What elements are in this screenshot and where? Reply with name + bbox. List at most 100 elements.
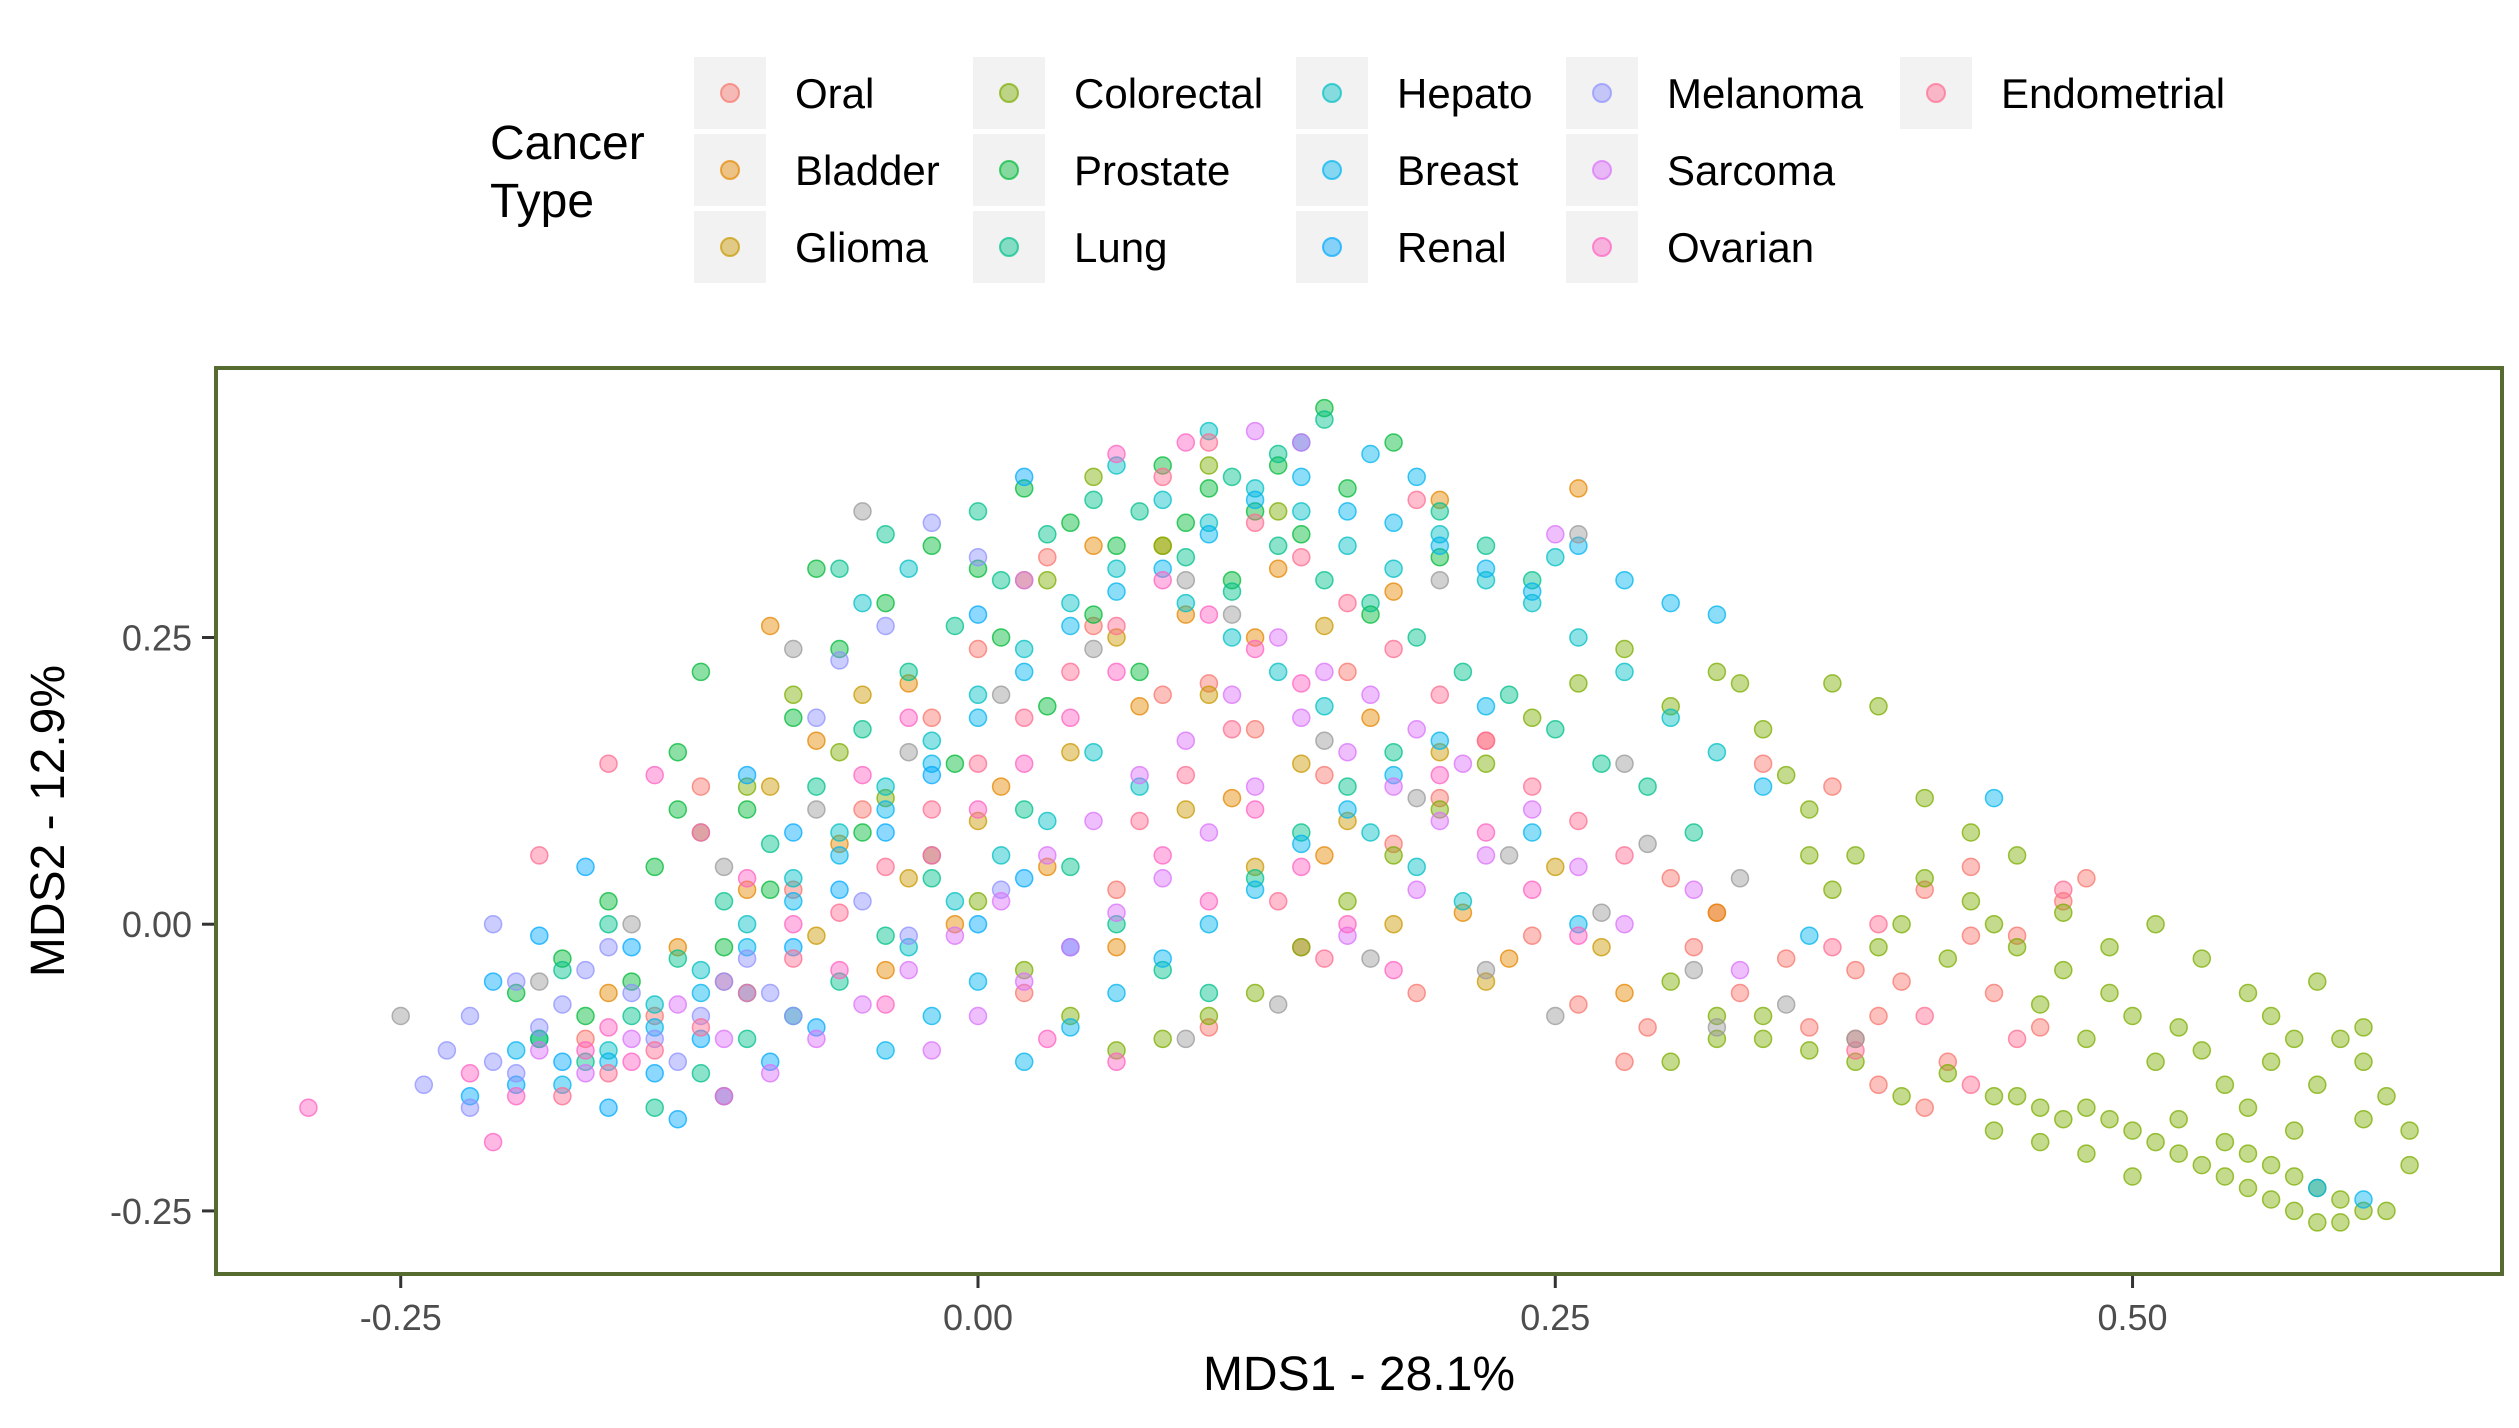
data-point bbox=[1130, 811, 1149, 831]
data-point bbox=[1453, 754, 1473, 773]
data-point bbox=[1153, 467, 1172, 487]
data-point bbox=[1707, 1018, 1727, 1037]
data-point bbox=[737, 983, 757, 1003]
data-point bbox=[1384, 559, 1403, 578]
data-point bbox=[1684, 937, 1704, 957]
data-point bbox=[668, 800, 688, 819]
data-point bbox=[1407, 857, 1426, 877]
data-point bbox=[714, 892, 734, 911]
data-point bbox=[853, 892, 872, 911]
data-point bbox=[1338, 914, 1357, 934]
data-point bbox=[460, 1098, 480, 1117]
data-point bbox=[1176, 547, 1196, 567]
data-point bbox=[1222, 605, 1242, 624]
data-point bbox=[1338, 800, 1357, 819]
data-point bbox=[622, 983, 641, 1003]
data-point bbox=[2192, 949, 2212, 968]
data-point bbox=[2331, 1029, 2350, 1049]
data-point bbox=[2007, 937, 2027, 957]
data-point bbox=[1084, 639, 1103, 659]
data-point bbox=[1869, 937, 1888, 957]
data-point bbox=[1315, 949, 1334, 968]
data-point bbox=[2146, 914, 2165, 934]
data-point bbox=[1776, 949, 1796, 968]
data-point bbox=[899, 742, 918, 762]
data-point bbox=[1176, 765, 1196, 785]
data-point bbox=[1153, 570, 1172, 590]
data-point bbox=[1014, 639, 1034, 659]
data-point bbox=[1084, 490, 1103, 510]
data-point bbox=[1292, 467, 1311, 487]
data-point bbox=[1800, 1018, 1819, 1037]
data-point bbox=[1776, 995, 1796, 1014]
legend-label: Prostate bbox=[1074, 147, 1230, 194]
data-point bbox=[1315, 570, 1334, 590]
legend-label: Hepato bbox=[1397, 70, 1532, 117]
data-point bbox=[1476, 559, 1496, 578]
data-point bbox=[2146, 1132, 2165, 1152]
data-point bbox=[1684, 880, 1704, 900]
data-point bbox=[1222, 467, 1242, 487]
data-point bbox=[1753, 1006, 1773, 1026]
data-point bbox=[1661, 708, 1680, 728]
data-point bbox=[1522, 582, 1542, 601]
data-point bbox=[1546, 547, 1565, 567]
data-point bbox=[599, 937, 618, 957]
data-point bbox=[1707, 662, 1727, 682]
data-point bbox=[991, 628, 1011, 647]
data-point bbox=[922, 708, 942, 728]
data-point bbox=[1961, 823, 1981, 842]
data-point bbox=[2215, 1075, 2235, 1095]
data-point bbox=[991, 777, 1011, 796]
data-point bbox=[1776, 765, 1796, 785]
data-point bbox=[1153, 1029, 1172, 1049]
data-point bbox=[691, 823, 711, 842]
data-point bbox=[1592, 937, 1611, 957]
data-point bbox=[1107, 903, 1126, 922]
data-point bbox=[506, 1041, 526, 1060]
data-point bbox=[760, 777, 780, 796]
data-point bbox=[1061, 857, 1080, 877]
data-point bbox=[1800, 1041, 1819, 1060]
data-point bbox=[922, 1006, 942, 1026]
legend-item: Endometrial bbox=[1900, 57, 2225, 129]
data-point bbox=[2331, 1190, 2350, 1209]
data-point bbox=[1338, 479, 1357, 498]
data-point bbox=[760, 880, 780, 900]
data-point bbox=[1292, 525, 1311, 544]
data-point bbox=[668, 1109, 688, 1129]
data-point bbox=[968, 639, 988, 659]
data-point bbox=[830, 903, 849, 922]
data-point bbox=[1107, 616, 1126, 636]
data-point bbox=[853, 502, 872, 521]
data-point bbox=[1823, 777, 1842, 796]
data-point bbox=[1199, 685, 1219, 705]
data-point bbox=[968, 685, 988, 705]
data-point bbox=[737, 1029, 757, 1049]
legend-title-line: Type bbox=[490, 175, 594, 228]
data-point bbox=[1292, 754, 1311, 773]
data-point bbox=[1800, 846, 1819, 865]
data-point bbox=[2238, 983, 2258, 1003]
data-point bbox=[1984, 1121, 2004, 1140]
data-point bbox=[1199, 456, 1219, 475]
data-point bbox=[1384, 846, 1403, 865]
legend-item: Melanoma bbox=[1566, 57, 1864, 129]
data-point bbox=[1130, 662, 1149, 682]
data-point bbox=[968, 800, 988, 819]
data-point bbox=[1569, 995, 1588, 1014]
data-point bbox=[1268, 628, 1288, 647]
data-point bbox=[1661, 869, 1680, 888]
data-point bbox=[1176, 1029, 1196, 1049]
data-point bbox=[2400, 1121, 2419, 1140]
data-point bbox=[576, 960, 595, 980]
data-point bbox=[1961, 857, 1981, 877]
data-point bbox=[1061, 593, 1080, 613]
data-point bbox=[530, 972, 549, 991]
data-point bbox=[2377, 1086, 2396, 1106]
legend-label: Lung bbox=[1074, 224, 1167, 271]
data-point bbox=[784, 823, 803, 842]
data-point bbox=[1245, 639, 1265, 659]
data-point bbox=[1730, 960, 1750, 980]
data-point bbox=[1361, 593, 1380, 613]
